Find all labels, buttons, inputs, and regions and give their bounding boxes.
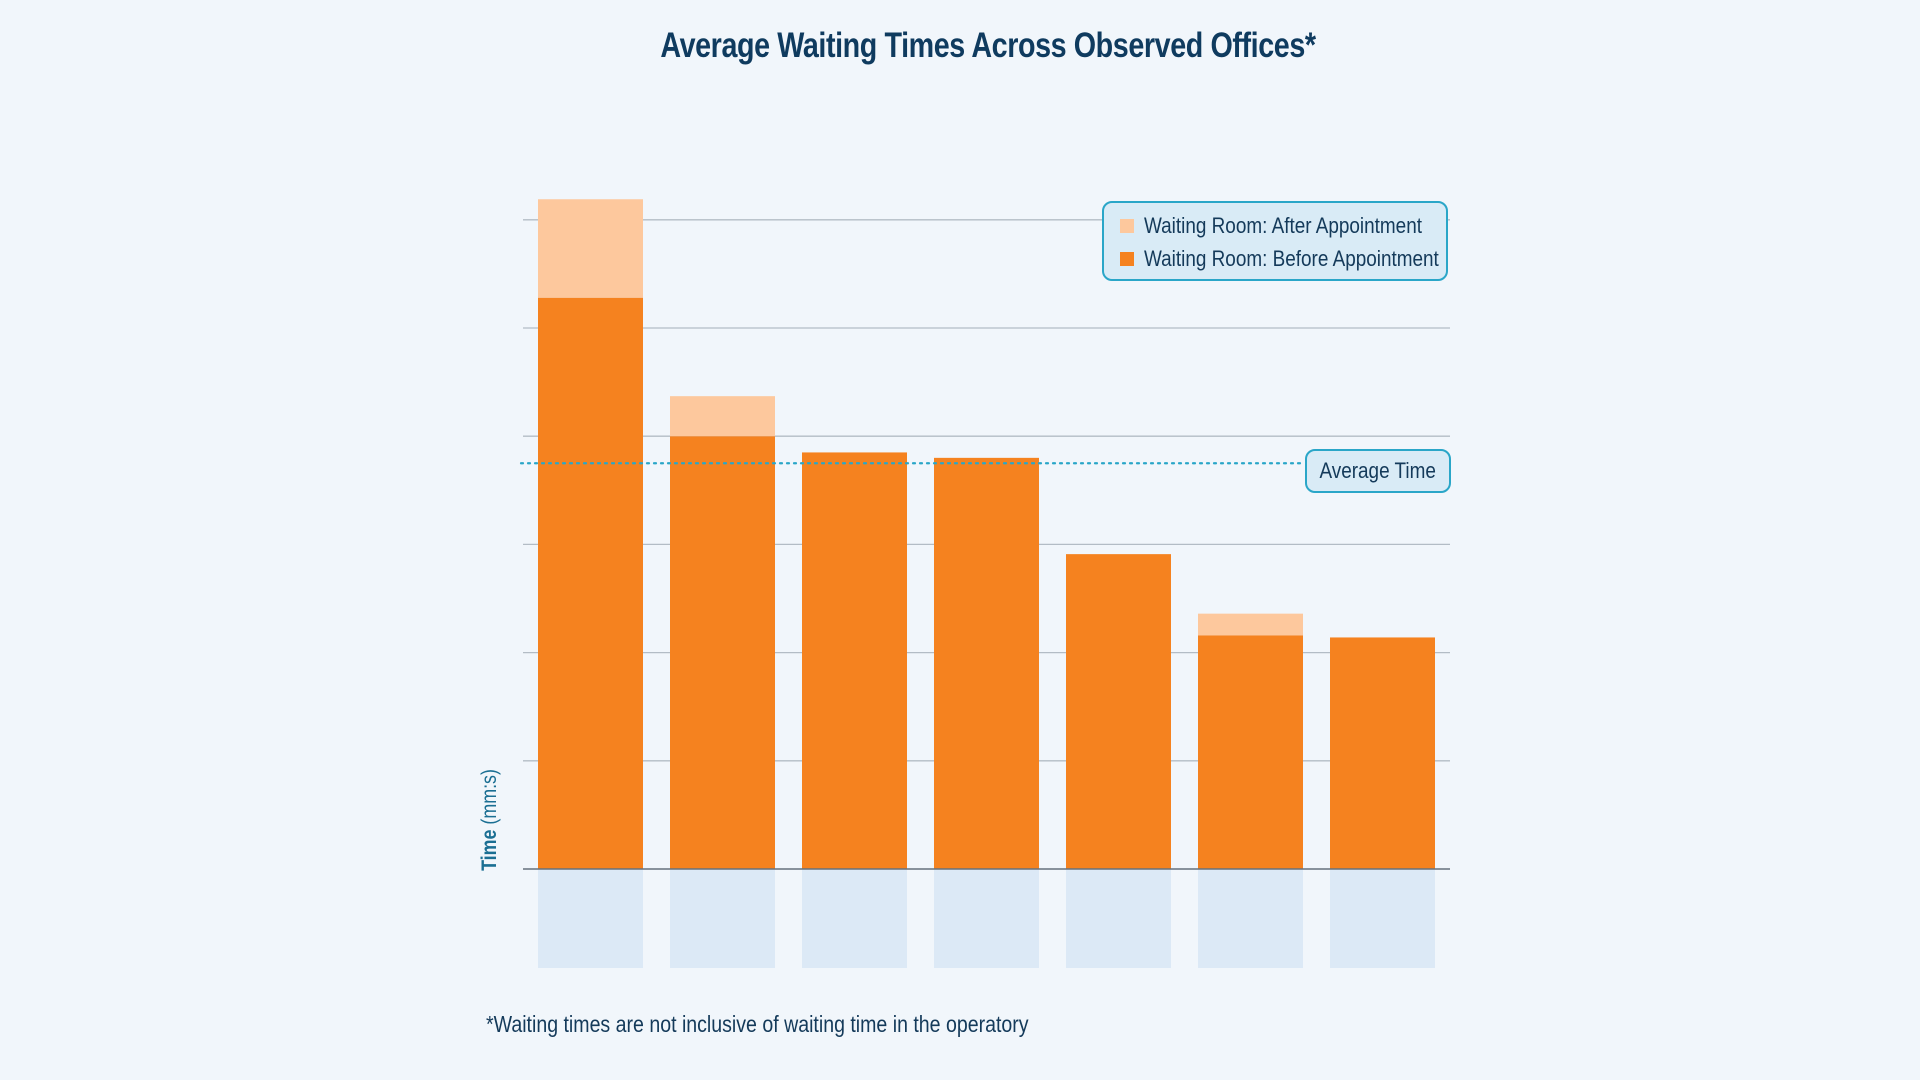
legend-item-after: Waiting Room: After Appointment	[1120, 211, 1467, 241]
y-axis-label: Time (mm:s)	[478, 769, 502, 871]
category-band-1	[538, 869, 643, 968]
legend-swatch-before	[1120, 252, 1134, 266]
bar-before-3	[802, 452, 907, 869]
category-band-2	[670, 869, 775, 968]
average-time-label: Average Time	[1305, 449, 1451, 493]
category-band-3	[802, 869, 907, 968]
bars	[538, 199, 1435, 870]
bar-after-1	[538, 199, 643, 298]
bar-before-5	[1066, 554, 1171, 869]
average-time-label-text: Average Time	[1319, 458, 1437, 483]
bar-before-7	[1330, 637, 1435, 869]
category-band-5	[1066, 869, 1171, 968]
legend-label-after: Waiting Room: After Appointment	[1144, 213, 1422, 238]
legend: Waiting Room: After Appointment Waiting …	[1102, 201, 1448, 281]
bar-before-6	[1198, 635, 1303, 869]
category-band-7	[1330, 869, 1435, 968]
bar-before-2	[670, 436, 775, 869]
y-axis-label-units: (mm:s)	[478, 769, 501, 825]
bar-before-4	[934, 457, 1039, 869]
category-band-6	[1198, 869, 1303, 968]
category-bands	[538, 869, 1435, 968]
bar-after-6	[1198, 613, 1303, 636]
bar-after-2	[670, 396, 775, 437]
bar-before-1	[538, 297, 643, 870]
chart-title: Average Waiting Times Across Observed Of…	[660, 26, 1316, 65]
legend-item-before: Waiting Room: Before Appointment	[1120, 244, 1487, 274]
legend-swatch-after	[1120, 219, 1134, 233]
legend-label-before: Waiting Room: Before Appointment	[1144, 246, 1439, 271]
footnote: *Waiting times are not inclusive of wait…	[486, 1011, 1029, 1037]
y-axis-label-main: Time	[478, 829, 501, 871]
category-band-4	[934, 869, 1039, 968]
